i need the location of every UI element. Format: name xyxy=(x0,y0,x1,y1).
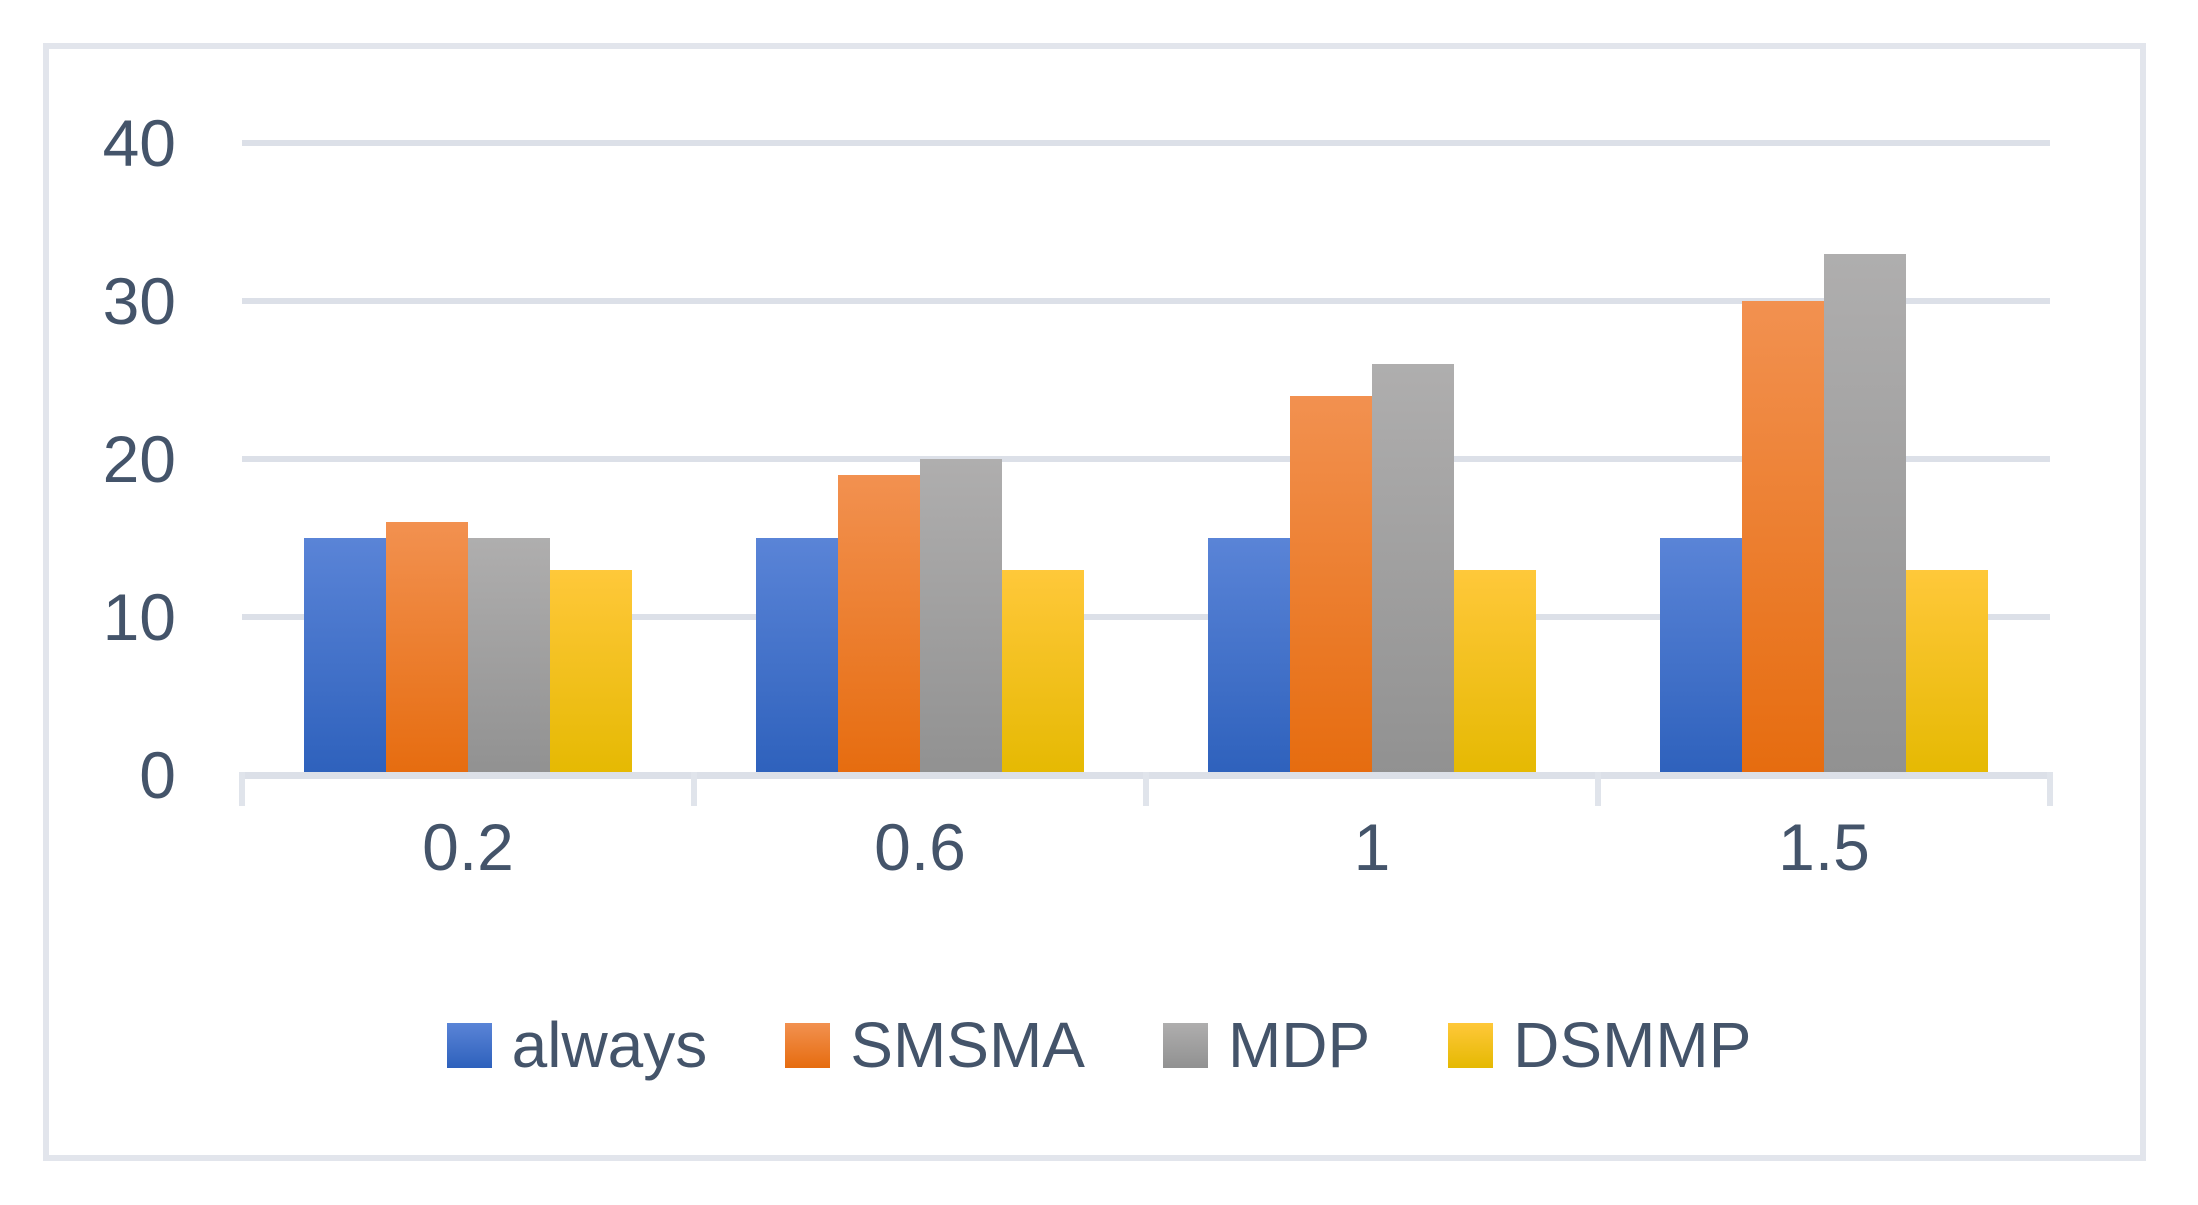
bar-MDP-1 xyxy=(1372,364,1454,775)
x-axis-label: 1 xyxy=(1353,810,1391,884)
legend-label-DSMMP: DSMMP xyxy=(1513,1009,1752,1081)
x-axis-tick xyxy=(1143,772,1149,806)
bar-SMSMA-1.5 xyxy=(1742,301,1824,775)
legend: always SMSMA MDP DSMMP xyxy=(0,1000,2198,1090)
legend-item-DSMMP: DSMMP xyxy=(1448,1013,1751,1077)
legend-swatch-DSMMP xyxy=(1448,1022,1494,1068)
x-axis-label: 0.6 xyxy=(874,810,966,884)
y-axis-label: 30 xyxy=(102,264,176,338)
legend-label-SMSMA: SMSMA xyxy=(850,1009,1085,1081)
y-axis-label: 10 xyxy=(102,580,176,654)
bar-always-0.6 xyxy=(756,538,838,775)
bar-MDP-0.6 xyxy=(920,459,1002,775)
x-axis-label: 1.5 xyxy=(1778,810,1870,884)
bar-SMSMA-1 xyxy=(1290,395,1372,775)
legend-label-always: always xyxy=(511,1009,708,1081)
legend-item-MDP: MDP xyxy=(1162,1009,1371,1081)
x-axis-tick xyxy=(1595,772,1601,806)
bar-DSMMP-1 xyxy=(1454,569,1536,775)
x-axis-label: 0.2 xyxy=(422,810,514,884)
bar-MDP-1.5 xyxy=(1824,253,1906,775)
bar-DSMMP-0.6 xyxy=(1002,569,1084,775)
gridline xyxy=(242,456,2050,462)
bar-SMSMA-0.6 xyxy=(838,474,920,775)
legend-label-MDP: MDP xyxy=(1227,1009,1371,1081)
gridline xyxy=(242,140,2050,146)
x-axis-tick xyxy=(239,772,245,806)
bar-SMSMA-0.2 xyxy=(386,522,468,775)
legend-swatch-SMSMA xyxy=(785,1022,831,1068)
legend-swatch-always xyxy=(446,1022,492,1068)
legend-item-always: always xyxy=(446,1009,708,1081)
y-axis-label: 40 xyxy=(102,106,176,180)
gridline xyxy=(242,298,2050,304)
bar-MDP-0.2 xyxy=(468,538,550,775)
gridline xyxy=(242,614,2050,620)
legend-item-SMSMA: SMSMA xyxy=(785,1013,1085,1077)
legend-swatch-MDP xyxy=(1162,1022,1208,1068)
x-axis-tick xyxy=(2047,772,2053,806)
y-axis-label: 0 xyxy=(139,738,176,812)
bar-always-1 xyxy=(1208,538,1290,775)
bar-always-1.5 xyxy=(1660,538,1742,775)
bar-DSMMP-1.5 xyxy=(1906,569,1988,775)
bar-DSMMP-0.2 xyxy=(550,569,632,775)
x-axis-tick xyxy=(691,772,697,806)
bar-always-0.2 xyxy=(304,538,386,775)
y-axis-label: 20 xyxy=(102,422,176,496)
